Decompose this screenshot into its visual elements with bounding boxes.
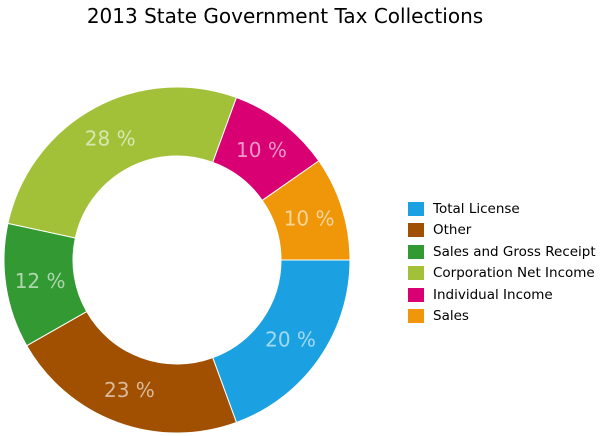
slice-data-label: 10 % — [284, 206, 335, 230]
legend-item[interactable]: Individual Income — [408, 284, 596, 306]
slice-total-license[interactable] — [212, 259, 351, 424]
chart-legend: Total License Other Sales and Gross Receip… — [408, 198, 596, 327]
slice-data-label: 12 % — [15, 269, 66, 293]
legend-swatch — [408, 287, 424, 302]
slice-data-label: 23 % — [104, 378, 155, 402]
legend-item[interactable]: Other — [408, 220, 596, 242]
legend-label: Individual Income — [433, 286, 553, 303]
legend-swatch — [408, 201, 424, 216]
legend-item[interactable]: Total License — [408, 198, 596, 220]
slice-corporation-net-income[interactable] — [7, 86, 238, 239]
slice-sales[interactable] — [261, 160, 351, 261]
slice-data-label: 10 % — [236, 138, 287, 162]
legend-item[interactable]: Sales — [408, 306, 596, 328]
slice-other[interactable] — [26, 310, 238, 434]
legend-label: Total License — [433, 200, 520, 217]
legend-swatch — [408, 309, 424, 324]
chart-title: 2013 State Government Tax Collections — [86, 4, 484, 28]
legend-item[interactable]: Sales and Gross Receipt — [408, 241, 596, 263]
legend-label: Sales — [433, 308, 469, 325]
legend-label: Sales and Gross Receipt — [433, 243, 596, 260]
legend-swatch — [408, 266, 424, 281]
legend-label: Other — [433, 222, 472, 239]
legend-item[interactable]: Corporation Net Income — [408, 263, 596, 285]
legend-label: Corporation Net Income — [433, 265, 595, 282]
legend-swatch — [408, 223, 424, 238]
slice-data-label: 28 % — [85, 127, 136, 151]
legend-swatch — [408, 244, 424, 259]
slice-data-label: 20 % — [265, 327, 316, 351]
